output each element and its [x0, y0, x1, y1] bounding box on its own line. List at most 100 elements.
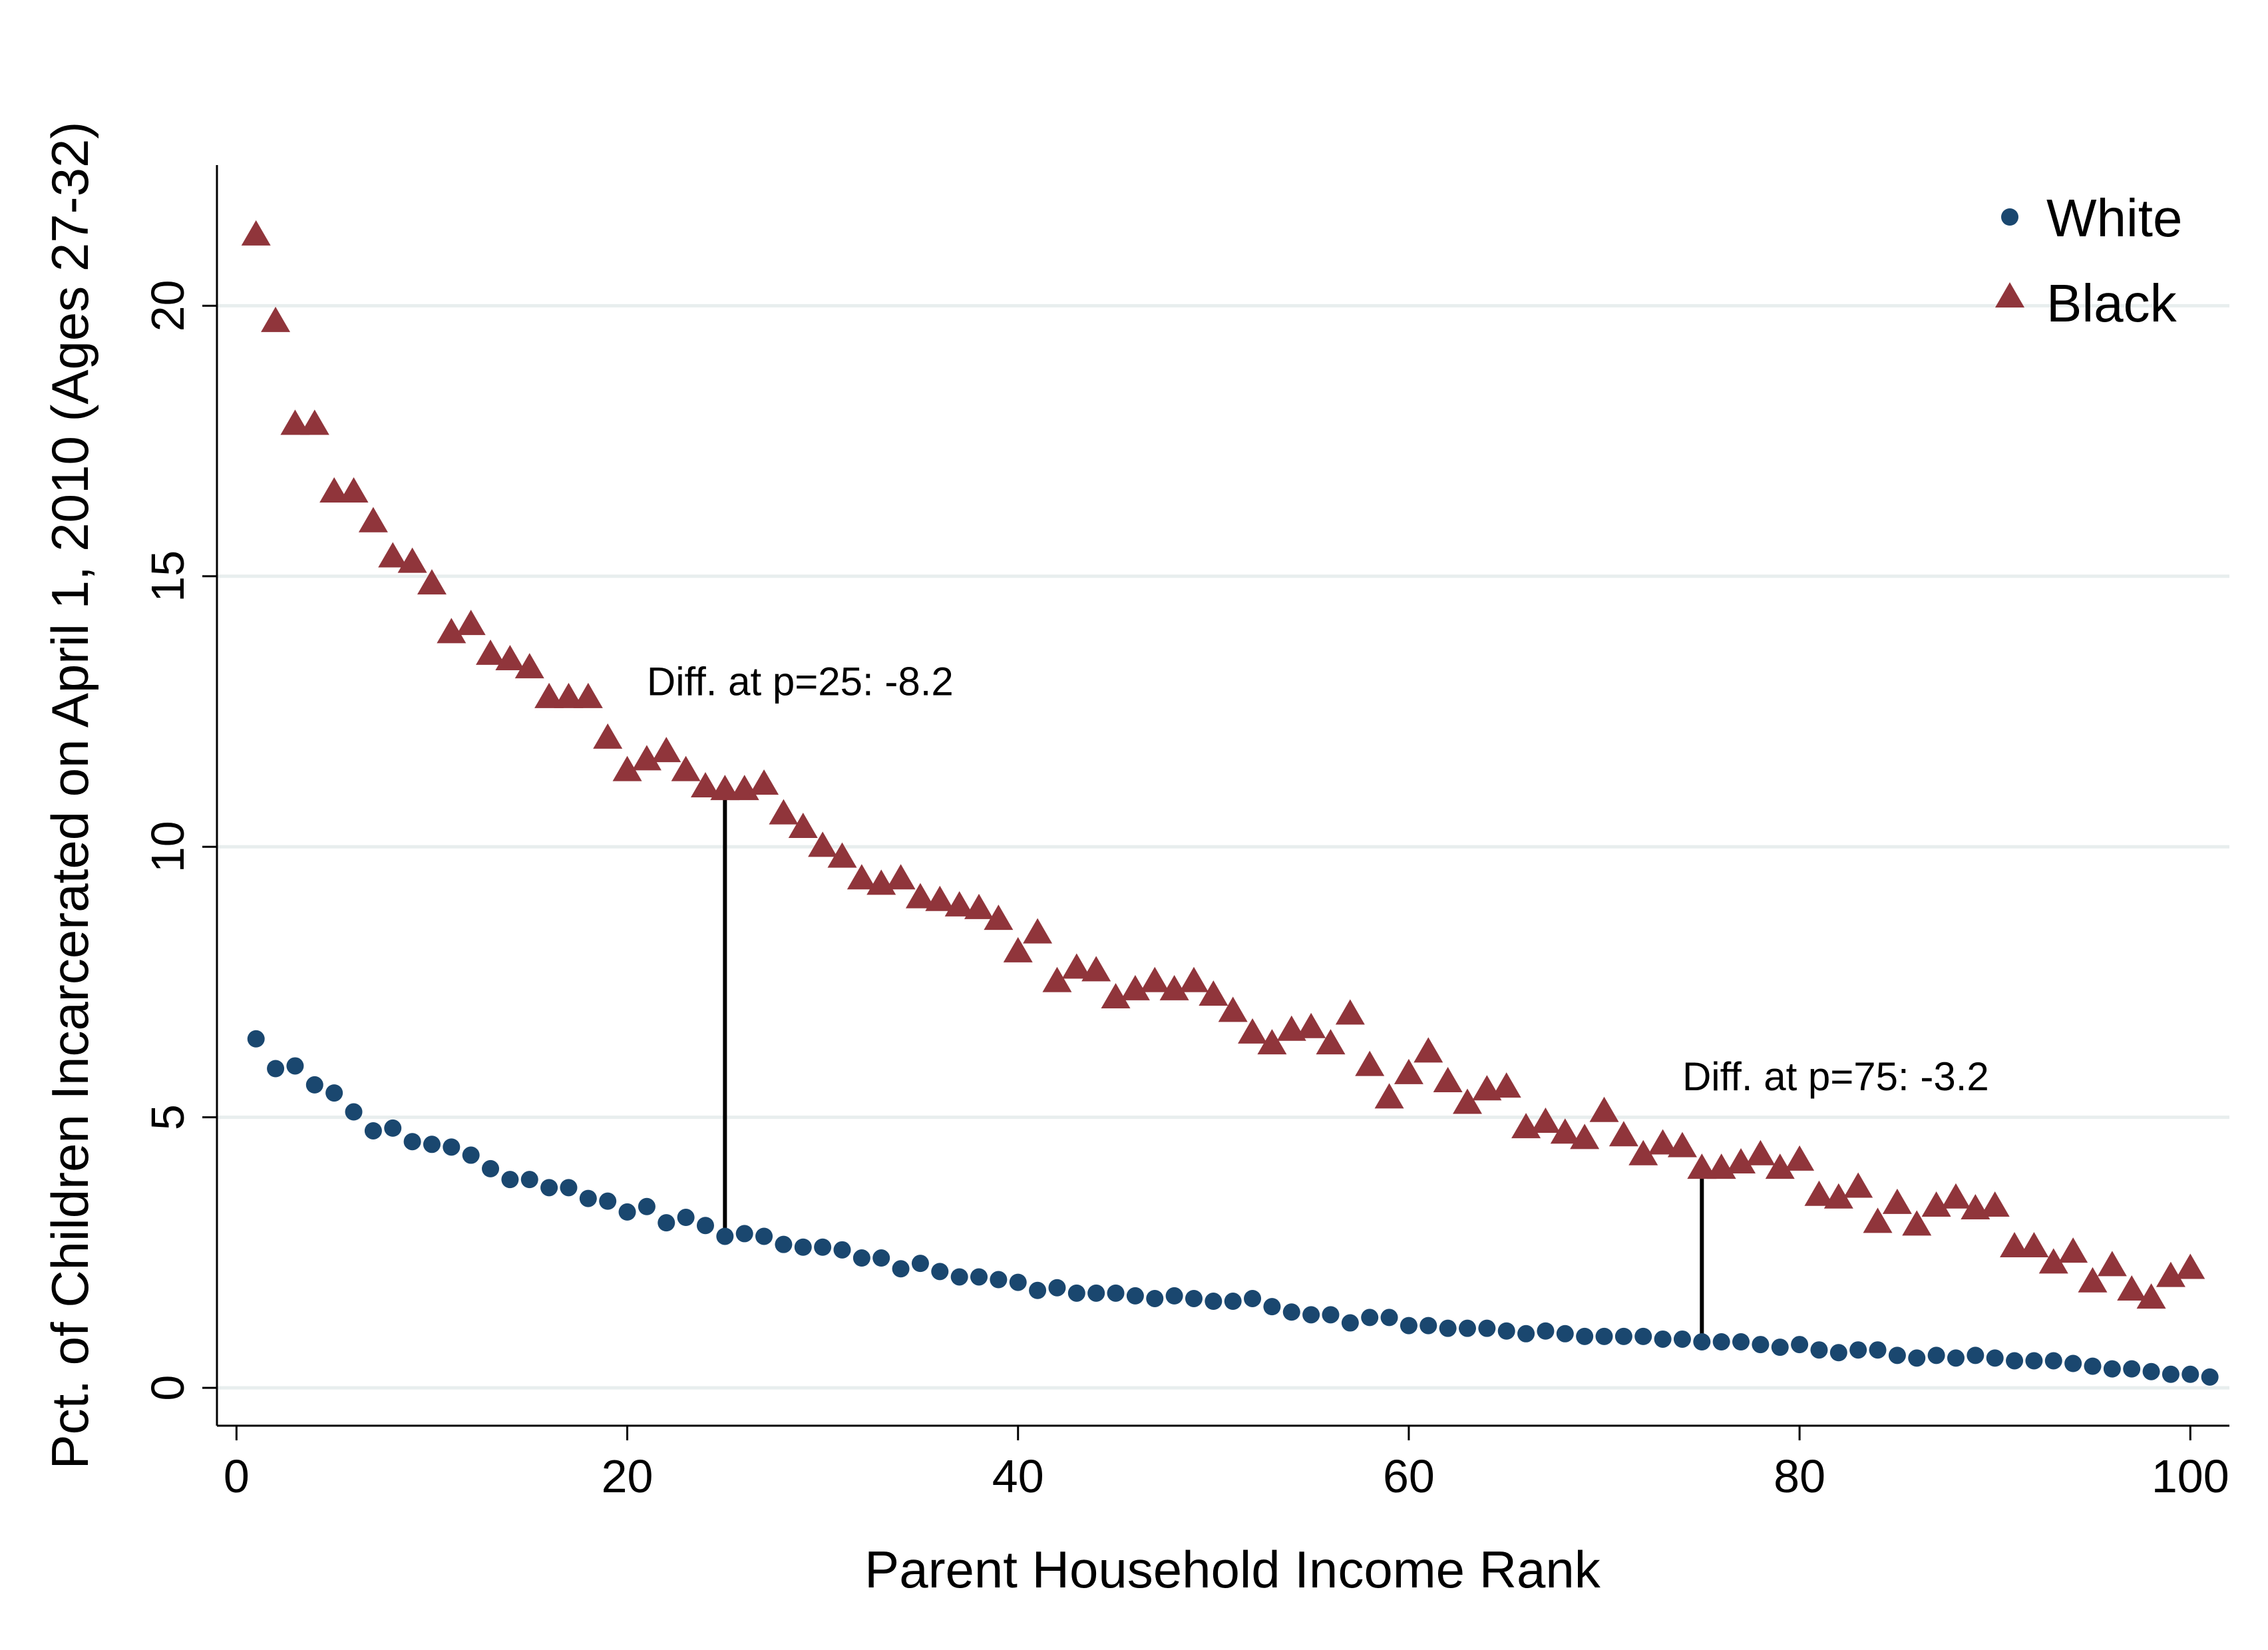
point-black [1238, 1018, 1268, 1044]
point-black [456, 610, 486, 636]
point-black [2000, 1231, 2030, 1257]
point-white [638, 1197, 656, 1215]
point-black [1823, 1183, 1853, 1209]
point-white [1849, 1341, 1867, 1359]
point-black [573, 682, 603, 708]
point-white [305, 1076, 323, 1094]
point-white [1282, 1303, 1300, 1321]
point-white [1888, 1346, 1906, 1364]
point-black [2038, 1248, 2068, 1274]
point-white [267, 1060, 285, 1078]
point-white [384, 1119, 402, 1137]
point-black [964, 893, 994, 919]
point-white [2123, 1360, 2141, 1378]
point-black [808, 831, 838, 857]
point-black [905, 883, 935, 909]
y-tick-label: 20 [142, 280, 194, 331]
gridlines [217, 304, 2229, 1390]
point-white [1595, 1327, 1613, 1345]
point-white [1673, 1330, 1691, 1348]
point-black [1941, 1183, 1971, 1209]
point-black [339, 477, 369, 503]
point-black [280, 409, 310, 435]
point-white [1185, 1289, 1203, 1307]
point-black [1414, 1037, 1443, 1063]
point-white [2006, 1352, 2024, 1370]
point-black [788, 812, 818, 838]
point-black [1687, 1153, 1717, 1179]
point-white [1048, 1279, 1066, 1297]
point-white [1400, 1317, 1418, 1335]
point-black [1726, 1147, 1756, 1173]
y-axis-title: Pct. of Children Incarcerated on April 1… [41, 122, 99, 1470]
y-tick-label: 0 [142, 1375, 194, 1401]
point-black [476, 639, 506, 665]
point-black [2175, 1253, 2205, 1279]
point-white [2064, 1354, 2082, 1372]
point-black [1589, 1096, 1619, 1122]
point-white [1322, 1306, 1340, 1324]
point-white [1458, 1319, 1476, 1337]
point-black [2078, 1267, 2108, 1293]
legend-label-black: Black [2046, 274, 2177, 333]
point-black [847, 864, 876, 890]
point-white [1732, 1333, 1750, 1351]
point-white [1810, 1341, 1828, 1359]
point-black [1531, 1107, 1561, 1133]
point-white [403, 1133, 421, 1151]
series-layer [241, 220, 2219, 1386]
point-white [735, 1225, 753, 1243]
point-white [364, 1122, 382, 1139]
point-black [495, 644, 525, 670]
point-black [2117, 1275, 2147, 1301]
point-black [1159, 974, 1189, 1000]
point-black [397, 547, 427, 573]
point-white [696, 1217, 714, 1235]
point-white [540, 1179, 558, 1197]
point-white [1556, 1325, 1574, 1342]
point-black [2136, 1283, 2166, 1309]
x-tick-label: 80 [1774, 1450, 1825, 1502]
point-black [886, 864, 916, 890]
point-white [1614, 1327, 1632, 1345]
point-black [1199, 980, 1228, 1006]
point-white [1224, 1293, 1242, 1311]
point-black [1980, 1191, 2010, 1217]
point-black [554, 682, 584, 708]
point-black [1804, 1180, 1834, 1206]
point-white [852, 1249, 870, 1267]
series-white [247, 1030, 2219, 1386]
point-black [1081, 956, 1111, 982]
point-black [827, 842, 857, 868]
point-white [1439, 1319, 1457, 1337]
point-white [501, 1171, 519, 1189]
point-black [1452, 1088, 1482, 1114]
axes [216, 165, 2229, 1427]
point-black [1648, 1129, 1678, 1155]
point-white [560, 1179, 578, 1197]
point-white [1752, 1336, 1770, 1354]
point-black [2156, 1261, 2185, 1287]
point-black [1023, 918, 1053, 944]
point-white [990, 1271, 1008, 1289]
point-white [1478, 1319, 1496, 1337]
annotations: Diff. at p=25: -8.2 Diff. at p=75: -3.2 [647, 660, 1989, 1342]
point-white [2103, 1360, 2121, 1378]
point-black [1882, 1188, 1912, 1214]
x-tick-label: 40 [992, 1450, 1044, 1502]
point-black [593, 723, 623, 749]
point-white [579, 1189, 597, 1207]
point-black [2097, 1251, 2127, 1277]
point-white [247, 1030, 265, 1048]
point-white [1497, 1322, 1515, 1340]
point-black [1433, 1067, 1463, 1093]
point-black [1140, 966, 1170, 992]
point-black [1003, 936, 1033, 962]
point-black [1921, 1191, 1951, 1217]
point-black [769, 799, 799, 825]
point-white [775, 1235, 793, 1253]
point-white [482, 1159, 500, 1177]
point-black [1179, 966, 1209, 992]
point-black [1550, 1118, 1580, 1144]
